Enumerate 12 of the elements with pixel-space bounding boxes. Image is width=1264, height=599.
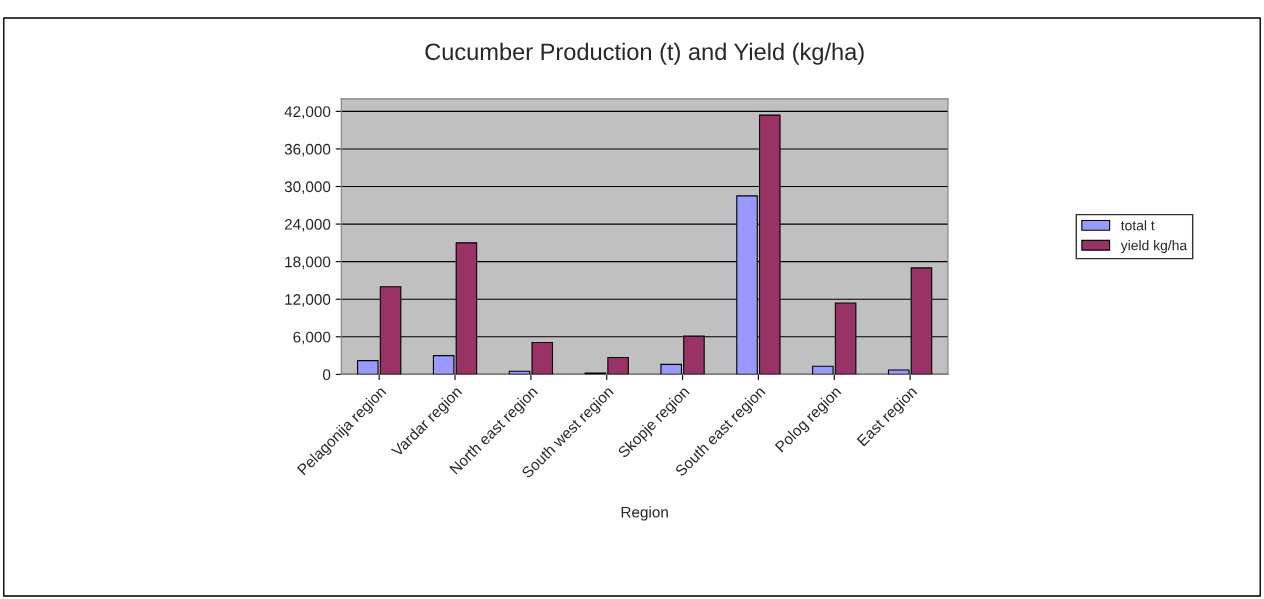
y-tick-label: 36,000 — [284, 143, 331, 157]
chart-title: Cucumber Production (t) and Yield (kg/ha) — [425, 42, 864, 65]
x-axis-title: Region — [621, 506, 668, 521]
y-tick-label: 0 — [322, 369, 331, 381]
y-tick-label: 6,000 — [293, 331, 331, 345]
y-tick-label: 12,000 — [285, 294, 331, 307]
legend-label: yield kg/ha — [1120, 240, 1188, 254]
y-tick-label: 30,000 — [284, 181, 331, 194]
y-tick-label: 24,000 — [284, 218, 331, 232]
y-tick-label: 42,000 — [284, 106, 331, 119]
legend-label: total t — [1120, 220, 1155, 231]
y-tick-label: 18,000 — [285, 256, 331, 270]
